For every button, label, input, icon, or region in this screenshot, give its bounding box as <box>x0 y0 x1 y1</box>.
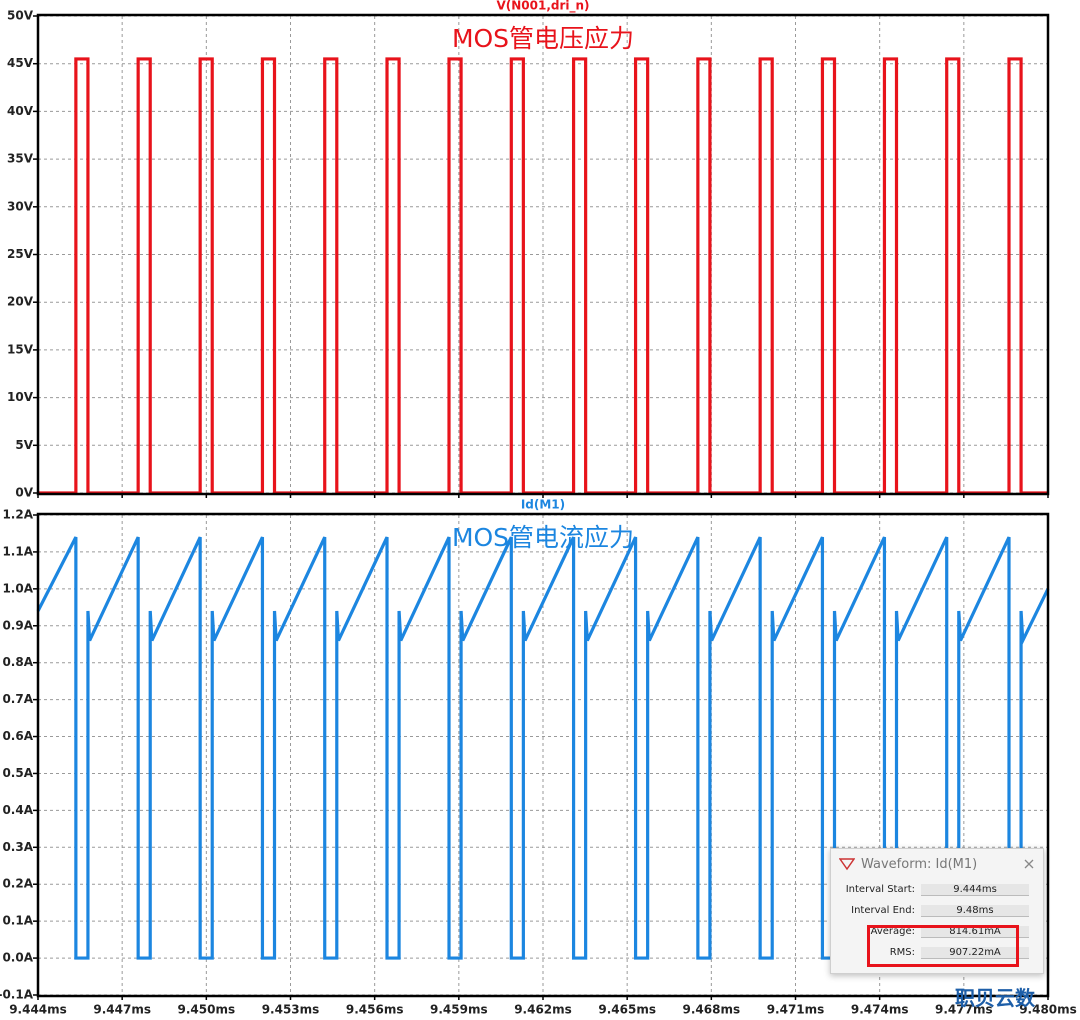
y-tick-label: 0.4A <box>2 803 33 817</box>
plot-frame <box>36 13 1050 496</box>
x-tick-label: 9.471ms <box>767 1003 825 1017</box>
x-tick-label: 9.474ms <box>851 1003 909 1017</box>
y-tick-label: 0.6A <box>2 729 33 743</box>
y-tick-label: 0.5A <box>2 766 33 780</box>
y-tick-label: 10V <box>7 390 34 404</box>
row-label: Average: <box>870 926 915 937</box>
dialog-title: Waveform: Id(M1) <box>861 856 978 872</box>
x-tick-label: 9.444ms <box>9 1003 67 1017</box>
y-tick-label: 0.1A <box>2 914 33 928</box>
plot-frame <box>36 512 1050 998</box>
row-value: 814.61mA <box>921 925 1029 938</box>
dialog-title-bar: Waveform: Id(M1) <box>831 849 1043 879</box>
measure-dialog: Waveform: Id(M1) Interval Start: 9.444ms … <box>830 848 1044 974</box>
row-value: 907.22mA <box>921 946 1029 959</box>
x-tick-label: 9.453ms <box>262 1003 320 1017</box>
x-tick-label: 9.456ms <box>346 1003 404 1017</box>
x-tick-label: 9.477ms <box>935 1003 993 1017</box>
x-tick-label: 9.462ms <box>514 1003 572 1017</box>
y-tick-label: 15V <box>7 342 34 356</box>
close-button[interactable] <box>1023 858 1035 870</box>
y-tick-label: 0.8A <box>2 655 33 669</box>
y-tick-label: 0.2A <box>2 877 33 891</box>
row-value: 9.48ms <box>921 904 1029 917</box>
y-tick-label: 20V <box>7 295 34 309</box>
x-tick-label: 9.450ms <box>178 1003 236 1017</box>
y-tick-label: 1.0A <box>2 581 33 595</box>
y-tick-label: 0.9A <box>2 618 33 632</box>
y-tick-label: 30V <box>7 199 34 213</box>
y-tick-label: 1.1A <box>2 544 33 558</box>
dialog-icon <box>839 858 855 871</box>
y-tick-label: 0.0A <box>2 951 33 965</box>
dialog-row: Interval Start: 9.444ms <box>831 879 1043 900</box>
y-tick-label: 25V <box>7 247 34 261</box>
annotation: MOS管电流应力 <box>452 523 634 552</box>
y-tick-label: 0.7A <box>2 692 33 706</box>
dialog-row: Average: 814.61mA <box>831 921 1043 942</box>
y-tick-label: 0V <box>15 486 33 500</box>
watermark: 职贝云数 <box>955 986 1035 1010</box>
y-tick-label: 0.3A <box>2 840 33 854</box>
x-tick-label: 9.447ms <box>93 1003 151 1017</box>
trace-name: V(N001,dri_n) <box>496 0 589 14</box>
row-label: RMS: <box>889 947 915 958</box>
annotation: MOS管电压应力 <box>452 24 634 53</box>
row-label: Interval Start: <box>845 884 915 895</box>
row-value: 9.444ms <box>921 883 1029 896</box>
dialog-row: RMS: 907.22mA <box>831 942 1043 963</box>
x-tick-label: 9.480ms <box>1019 1003 1077 1017</box>
y-tick-label: 35V <box>7 152 34 166</box>
x-tick-label: 9.465ms <box>598 1003 656 1017</box>
dialog-row: Interval End: 9.48ms <box>831 900 1043 921</box>
y-tick-label: -0.1A <box>0 988 34 1002</box>
y-tick-label: 40V <box>7 104 34 118</box>
y-tick-label: 45V <box>7 56 34 70</box>
y-tick-label: 5V <box>15 438 33 452</box>
y-tick-label: 50V <box>7 9 34 23</box>
highlight-box <box>867 925 1019 967</box>
trace-name: Id(M1) <box>521 498 565 512</box>
y-tick-label: 1.2A <box>2 508 33 522</box>
x-tick-label: 9.468ms <box>683 1003 741 1017</box>
row-label: Interval End: <box>851 905 915 916</box>
x-tick-label: 9.459ms <box>430 1003 488 1017</box>
